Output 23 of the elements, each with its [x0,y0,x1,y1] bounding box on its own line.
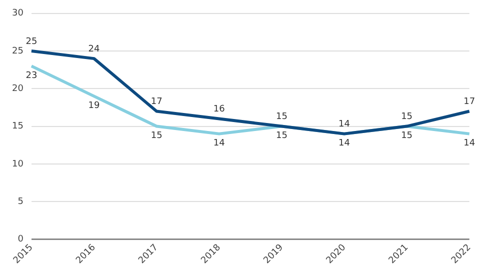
data-label: 17 [464,97,476,108]
y-tick-label: 0 [18,234,24,245]
y-tick-label: 10 [12,159,24,170]
data-label: 23 [26,70,38,81]
data-label: 15 [401,112,413,122]
data-label: 19 [88,101,100,112]
y-tick-label: 25 [12,46,24,56]
data-label: 14 [338,138,350,149]
data-label: 15 [276,112,288,122]
data-label: 15 [150,131,162,142]
data-label: 14 [213,138,226,149]
data-label: 14 [338,120,350,130]
data-label: 15 [276,131,288,142]
y-tick-label: 30 [12,8,24,19]
y-tick-label: 5 [18,196,24,207]
data-label: 14 [464,138,476,149]
data-label: 25 [26,36,38,47]
data-label: 24 [88,44,100,54]
data-label: 17 [150,97,162,108]
data-label: 15 [401,131,413,142]
data-label: 16 [213,104,226,115]
y-tick-label: 20 [12,84,24,94]
y-tick-label: 15 [12,122,24,132]
